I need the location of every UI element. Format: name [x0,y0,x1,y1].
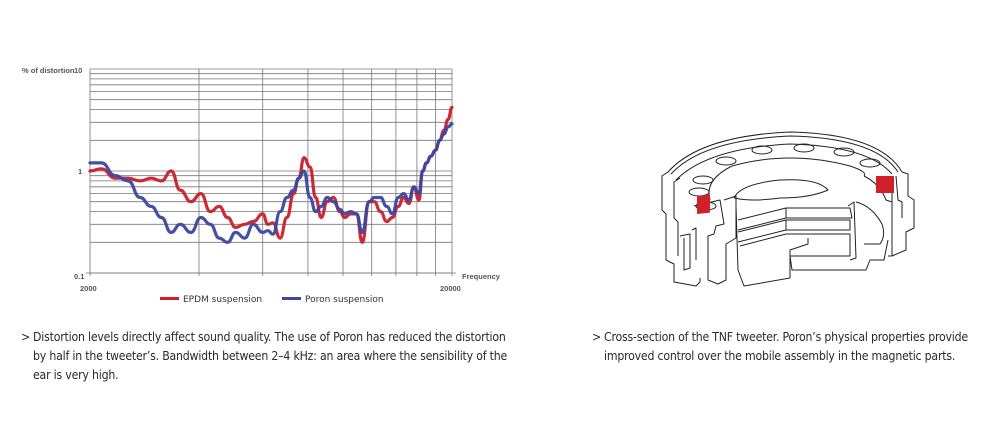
chart-caption: > Distortion levels directly affect soun… [21,328,513,385]
x-tick-20000: 20000 [440,284,461,293]
poron-highlight-left [697,194,710,215]
tweeter-cross-section-illustration [661,131,915,287]
y-tick-1: 1 [78,167,82,176]
chart-caption-text: Distortion levels directly affect sound … [33,330,508,382]
caption-marker: > [21,330,30,344]
legend-label-poron: Poron suspension [305,295,384,305]
legend-label-epdm: EPDM suspension [183,295,262,305]
series-line-epdm [88,105,454,244]
chart-series [88,105,454,244]
poron-highlight-right [876,176,894,193]
y-tick-0-1: 0.1 [74,272,84,281]
y-axis-label: % of distortion [22,66,75,75]
legend-swatch-poron [282,297,301,300]
legend-swatch-epdm [160,297,179,300]
series-line-poron [88,122,454,244]
caption-marker: > [592,330,601,344]
x-tick-2000: 2000 [80,284,97,293]
illustration-caption-text: Cross-section of the TNF tweeter. Poron’… [604,330,968,363]
chart-grid [86,68,456,276]
legend: EPDM suspension Poron suspension [160,295,384,305]
y-tick-10: 10 [74,66,82,75]
illustration-caption: > Cross-section of the TNF tweeter. Poro… [592,328,1000,366]
x-axis-label: Frequency [462,272,501,281]
distortion-chart: % of distortion 10 1 0.1 2000 20000 Freq… [22,66,501,305]
